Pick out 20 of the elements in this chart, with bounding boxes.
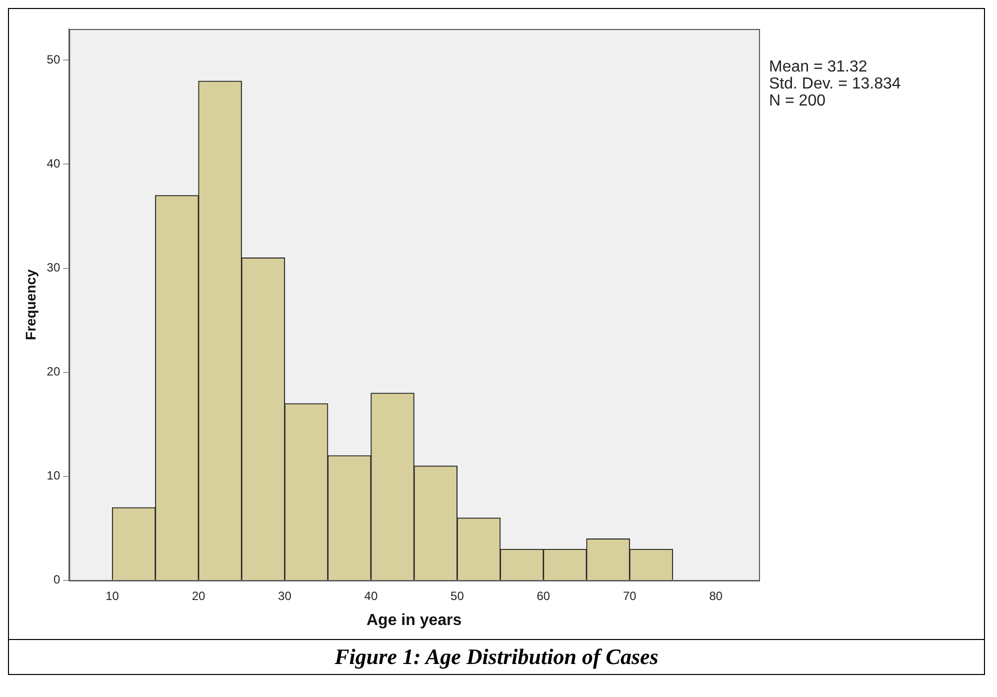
y-tick-label: 0 — [53, 572, 60, 587]
text: Std. Dev. = 13.834 — [769, 75, 901, 92]
x-tick-label: 30 — [278, 588, 292, 603]
x-tick-label: 60 — [536, 588, 550, 603]
x-tick-label: 70 — [622, 588, 637, 603]
x-tick-label: 20 — [192, 588, 206, 603]
y-tick-label: 30 — [46, 260, 60, 275]
y-tick-label: 10 — [46, 468, 60, 483]
y-axis-title: Frequency — [22, 269, 38, 340]
y-tick-label: 50 — [46, 52, 60, 67]
text: Figure 1: Age Distribution of Cases — [9, 639, 984, 674]
x-tick-label: 50 — [450, 588, 464, 603]
x-tick-label: 80 — [709, 588, 723, 603]
y-tick-label: 20 — [46, 364, 60, 379]
x-tick-label: 40 — [364, 588, 378, 603]
x-axis-title: Age in years — [366, 612, 462, 629]
x-tick-label: 10 — [106, 588, 120, 603]
y-tick-label: 40 — [46, 156, 60, 171]
text: N = 200 — [769, 92, 826, 110]
text: Mean = 31.32 — [769, 58, 868, 76]
